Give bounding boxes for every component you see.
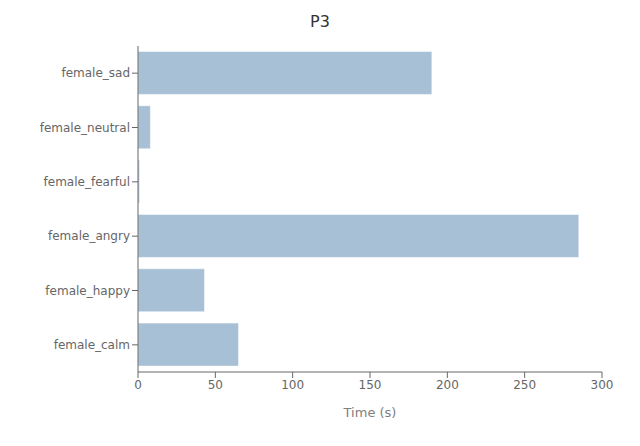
svg-text:300: 300 [591, 378, 614, 392]
html-text:P3: P3 [310, 12, 330, 31]
svg-text:250: 250 [513, 378, 536, 392]
svg-text:150: 150 [359, 378, 382, 392]
svg-text:50: 50 [208, 378, 223, 392]
svg-text:Time (s): Time (s) [343, 405, 397, 420]
svg-text:0: 0 [134, 378, 142, 392]
svg-text:female_fearful: female_fearful [44, 175, 130, 189]
svg-text:100: 100 [281, 378, 304, 392]
svg-text:female_calm: female_calm [54, 338, 130, 352]
svg-text:female_neutral: female_neutral [40, 121, 130, 135]
svg-text:female_sad: female_sad [61, 66, 130, 80]
svg-text:200: 200 [436, 378, 459, 392]
svg-text:female_happy: female_happy [45, 284, 130, 298]
svg-text:female_angry: female_angry [48, 229, 130, 243]
